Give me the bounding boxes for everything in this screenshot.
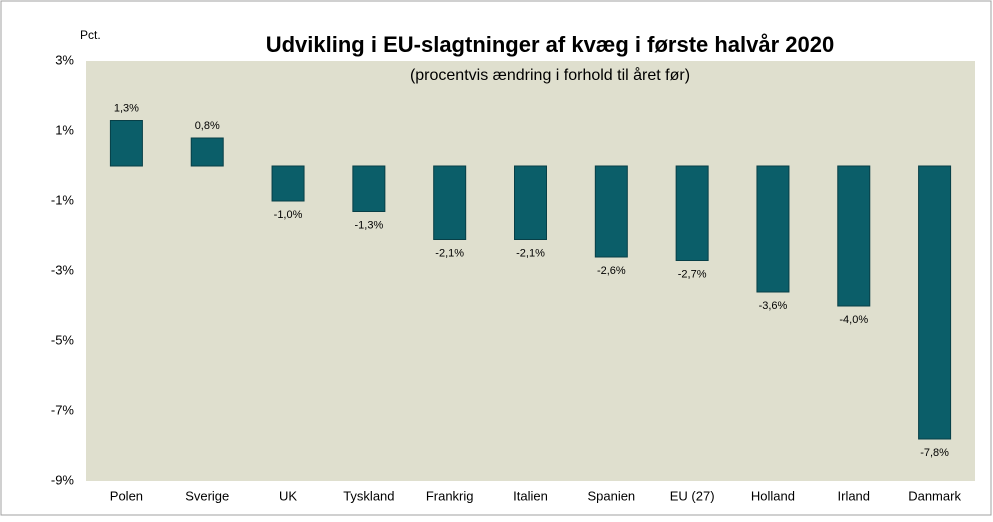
x-tick-label: Frankrig bbox=[426, 488, 474, 503]
bar bbox=[109, 120, 143, 167]
data-label: -4,0% bbox=[839, 314, 868, 326]
x-tick-label: EU (27) bbox=[670, 488, 715, 503]
x-tick-label: Spanien bbox=[587, 488, 635, 503]
x-tick-label: Polen bbox=[110, 488, 143, 503]
y-tick-label: -7% bbox=[51, 402, 75, 417]
bar bbox=[190, 137, 224, 167]
data-label: 1,3% bbox=[114, 102, 139, 114]
y-tick-label: 1% bbox=[55, 122, 74, 137]
x-tick-label: Tyskland bbox=[343, 488, 394, 503]
bar bbox=[837, 165, 871, 307]
y-tick-label: 3% bbox=[55, 52, 74, 67]
x-tick-label: UK bbox=[279, 488, 297, 503]
chart-subtitle: (procentvis ændring i forhold til året f… bbox=[410, 66, 690, 84]
y-axis-label: Pct. bbox=[80, 28, 101, 42]
data-label: -1,3% bbox=[354, 219, 383, 231]
bar bbox=[433, 165, 467, 240]
data-label: -2,6% bbox=[597, 265, 626, 277]
bar bbox=[756, 165, 790, 293]
y-tick-label: -3% bbox=[51, 262, 75, 277]
y-tick-label: -1% bbox=[51, 192, 75, 207]
bar bbox=[594, 165, 628, 258]
data-label: -7,8% bbox=[920, 447, 949, 459]
x-tick-label: Danmark bbox=[908, 488, 961, 503]
data-label: -2,1% bbox=[516, 247, 545, 259]
x-tick-label: Sverige bbox=[185, 488, 229, 503]
bar bbox=[514, 165, 547, 240]
y-tick-label: -9% bbox=[51, 472, 75, 487]
bar bbox=[352, 165, 386, 212]
x-tick-label: Irland bbox=[838, 488, 871, 503]
data-label: -2,7% bbox=[678, 268, 707, 280]
data-label: -3,6% bbox=[759, 300, 788, 312]
data-label: -2,1% bbox=[435, 247, 464, 259]
plot-area bbox=[86, 61, 975, 481]
bar bbox=[675, 165, 709, 261]
bar bbox=[271, 165, 305, 202]
y-tick-label: -5% bbox=[51, 332, 75, 347]
chart-title: Udvikling i EU-slagtninger af kvæg i før… bbox=[266, 32, 835, 57]
bar bbox=[918, 165, 952, 440]
data-label: -1,0% bbox=[274, 209, 303, 221]
x-tick-label: Italien bbox=[513, 488, 548, 503]
data-label: 0,8% bbox=[195, 120, 220, 132]
x-tick-label: Holland bbox=[751, 488, 795, 503]
